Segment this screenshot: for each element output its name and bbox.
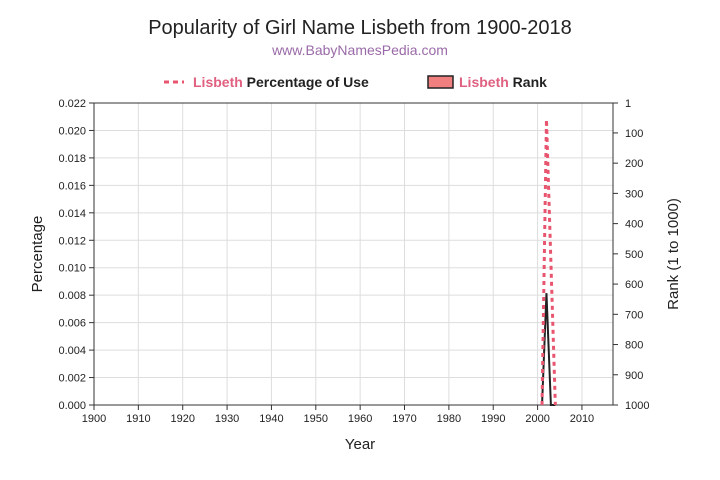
- y-tick-label: 0.010: [58, 263, 86, 275]
- y-tick-label: 0.022: [58, 98, 86, 110]
- x-tick-label: 1910: [126, 413, 150, 425]
- pct-series-line: [540, 119, 557, 406]
- y2-tick-label: 200: [625, 158, 643, 170]
- y-tick-label: 0.014: [58, 208, 86, 220]
- chart-title: Popularity of Girl Name Lisbeth from 190…: [148, 17, 572, 39]
- y2-tick-label: 800: [625, 340, 643, 352]
- x-axis-label: Year: [345, 436, 375, 453]
- y-tick-label: 0.020: [58, 125, 86, 137]
- x-tick-label: 1960: [348, 413, 372, 425]
- x-tick-label: 2000: [525, 413, 549, 425]
- y2-tick-label: 1: [625, 98, 631, 110]
- x-tick-label: 1970: [392, 413, 416, 425]
- y-tick-label: 0.000: [58, 400, 86, 412]
- x-tick-label: 1920: [170, 413, 194, 425]
- y2-tick-label: 1000: [625, 400, 649, 412]
- x-tick-label: 1950: [304, 413, 328, 425]
- x-tick-label: 1990: [481, 413, 505, 425]
- y-tick-label: 0.006: [58, 318, 86, 330]
- grid: [93, 102, 613, 406]
- y-tick-label: 0.018: [58, 153, 86, 165]
- y-tick-label: 0.004: [58, 345, 86, 357]
- y2-tick-label: 900: [625, 370, 643, 382]
- y-axis-label: Percentage: [29, 216, 46, 293]
- y2-tick-label: 600: [625, 279, 643, 291]
- y-tick-label: 0.008: [58, 290, 86, 302]
- y2-tick-label: 300: [625, 188, 643, 200]
- y2-tick-label: 700: [625, 309, 643, 321]
- y2-tick-label: 500: [625, 249, 643, 261]
- legend-rank-swatch: [427, 75, 454, 89]
- y2-axis-label: Rank (1 to 1000): [665, 198, 682, 310]
- legend-rank-label: Lisbeth Rank: [459, 74, 547, 90]
- y-tick-label: 0.016: [58, 180, 86, 192]
- y-tick-label: 0.012: [58, 235, 86, 247]
- x-tick-label: 1900: [82, 413, 106, 425]
- y2-tick-label: 100: [625, 128, 643, 140]
- legend-pct-label: Lisbeth Percentage of Use: [193, 74, 369, 90]
- legend: Lisbeth Percentage of Use Lisbeth Rank: [164, 74, 547, 90]
- y-tick-label: 0.002: [58, 373, 86, 385]
- x-tick-label: 1980: [437, 413, 461, 425]
- y2-tick-label: 400: [625, 219, 643, 231]
- plot-frame: [93, 102, 614, 406]
- x-tick-label: 1940: [259, 413, 283, 425]
- rank-series-line: [541, 293, 556, 406]
- chart-subtitle: www.BabyNamesPedia.com: [271, 42, 448, 58]
- x-tick-label: 1930: [215, 413, 239, 425]
- x-tick-label: 2010: [570, 413, 594, 425]
